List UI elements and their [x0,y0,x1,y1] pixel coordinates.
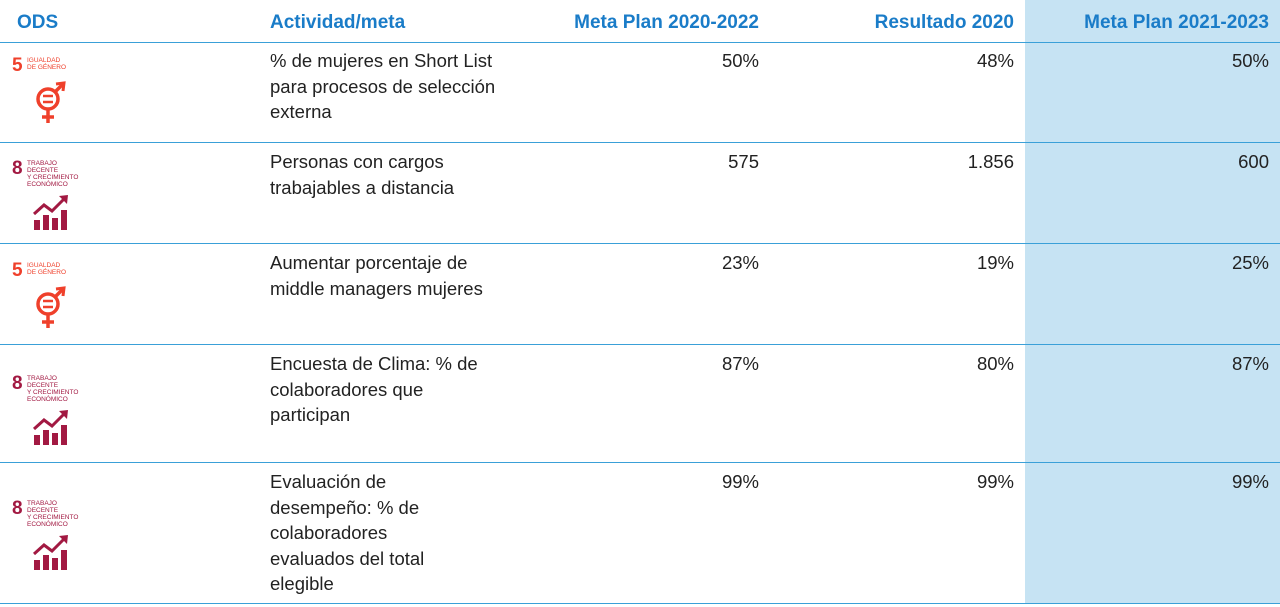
meta-2020-2022-value: 575 [728,151,759,172]
actividad-text: Evaluación de desempeño: % de colaborado… [270,471,425,594]
sdg-number: 5 [12,260,23,281]
meta-2020-2022-value: 99% [721,471,759,492]
sdg-label: TRABAJO DECENTE Y CRECIMIENTO ECONÓMICO [27,375,79,403]
meta-2021-2023-value: 87% [1231,353,1269,374]
economic-growth-icon [32,410,68,445]
header-meta-2021-2023: Meta Plan 2021-2023 [1084,12,1269,33]
highlight-column [1025,0,1280,604]
resultado-2020-value: 1.856 [967,151,1014,172]
actividad-text: Encuesta de Clima: % de colaboradores qu… [270,353,478,425]
header-ods: ODS [17,12,59,33]
sdg-8-badge: 8 TRABAJO DECENTE Y CRECIMIENTO ECONÓMICO [12,158,78,230]
header-meta-2020-2022: Meta Plan 2020-2022 [574,12,759,33]
gender-equality-icon [36,81,66,123]
actividad-text: Aumentar porcentaje de middle managers m… [270,252,483,299]
actividad-text: % de mujeres en Short List para procesos… [270,50,496,122]
gender-equality-icon [36,286,66,328]
header-resultado-2020: Resultado 2020 [874,12,1014,33]
meta-2021-2023-value: 600 [1238,151,1269,172]
meta-2021-2023-value: 50% [1231,50,1269,71]
sdg-number: 8 [12,373,23,394]
sdg-number: 8 [12,158,23,179]
resultado-2020-value: 99% [976,471,1014,492]
actividad-text: Personas con cargos trabajables a distan… [270,151,455,198]
table-row: 8 TRABAJO DECENTE Y CRECIMIENTO ECONÓMICO … [0,143,1280,244]
economic-growth-icon [32,535,68,570]
meta-2021-2023-value: 25% [1231,252,1269,273]
meta-2020-2022-value: 50% [721,50,759,71]
sdg-8-badge: 8 TRABAJO DECENTE Y CRECIMIENTO ECONÓMICO [12,498,78,570]
economic-growth-icon [32,195,68,230]
table-header: ODS Actividad/meta Meta Plan 2020-2022 R… [0,0,1280,43]
sdg-label: TRABAJO DECENTE Y CRECIMIENTO ECONÓMICO [27,500,79,528]
meta-2021-2023-value: 99% [1231,471,1269,492]
sdg-label: TRABAJO DECENTE Y CRECIMIENTO ECONÓMICO [27,160,79,188]
meta-2020-2022-value: 87% [721,353,759,374]
resultado-2020-value: 48% [976,50,1014,71]
sdg-8-badge: 8 TRABAJO DECENTE Y CRECIMIENTO ECONÓMICO [12,373,78,445]
table-row: 5 IGUALDAD DE GÉNERO Aumentar porcentaje … [0,244,1280,345]
table-row: 8 TRABAJO DECENTE Y CRECIMIENTO ECONÓMICO … [0,463,1280,604]
sdg-5-badge: 5 IGUALDAD DE GÉNERO [12,55,72,125]
table-row: 8 TRABAJO DECENTE Y CRECIMIENTO ECONÓMICO … [0,345,1280,463]
sdg-number: 8 [12,498,23,519]
header-actividad: Actividad/meta [270,12,406,33]
sdg-number: 5 [12,55,23,76]
meta-2020-2022-value: 23% [721,252,759,273]
sdg-label: IGUALDAD DE GÉNERO [27,57,67,71]
sdg-5-badge: 5 IGUALDAD DE GÉNERO [12,260,72,330]
resultado-2020-value: 80% [976,353,1014,374]
sdg-label: IGUALDAD DE GÉNERO [27,262,67,276]
table-row: 5 IGUALDAD DE GÉNERO % de mujeres en Shor… [0,42,1280,143]
resultado-2020-value: 19% [976,252,1014,273]
